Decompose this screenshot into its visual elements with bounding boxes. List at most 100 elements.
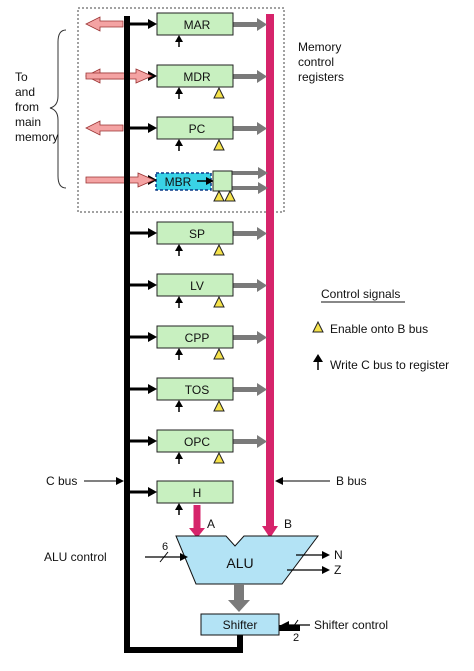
mbr-extension: [212, 170, 233, 192]
c-bus-layer: [85, 16, 157, 497]
register-label-cpp: CPP: [185, 331, 210, 345]
c-bus-tap-head-opc: [148, 436, 157, 446]
alu-to-shifter-head: [228, 600, 250, 612]
mbr-to-b-bus-head-2: [258, 182, 268, 194]
register-to-b-bus-mdr: [233, 74, 259, 79]
write-arrow-head-opc: [175, 452, 183, 459]
register-label-mar: MAR: [184, 18, 211, 32]
alu-shape: [175, 535, 319, 585]
shifter-label: Shifter: [223, 618, 258, 632]
alu-control-slash: [159, 551, 169, 563]
c-bus-tap-head-sp: [148, 228, 157, 238]
svg-text:registers: registers: [298, 70, 344, 84]
mbr-box: [155, 172, 212, 191]
svg-text:Memory: Memory: [298, 40, 341, 54]
register-label-sp: SP: [189, 227, 205, 241]
write-arrow-head-mdr: [175, 87, 183, 94]
register-mar: MAR: [156, 12, 234, 36]
flag-z-label: Z: [334, 563, 341, 577]
register-to-b-bus-head-mar: [257, 18, 267, 31]
register-to-b-bus-head-opc: [257, 435, 267, 448]
mbr-to-b-bus-arrow-1: [232, 171, 260, 175]
register-to-b-bus-head-pc: [257, 122, 267, 135]
svg-text:main: main: [15, 115, 41, 129]
enable-triangle-mdr: [213, 86, 225, 99]
enable-triangle-cpp: [213, 347, 225, 360]
memory-in-arrow-mbr: [85, 172, 155, 188]
register-to-b-bus-opc: [233, 439, 259, 444]
register-label-opc: OPC: [184, 435, 210, 449]
shifter-control-label: Shifter control: [314, 618, 388, 632]
write-arrow-head-lv: [175, 296, 183, 303]
write-arrow-head-pc: [175, 139, 183, 146]
register-to-b-bus-mar: [233, 22, 259, 27]
register-tos: TOS: [156, 377, 234, 401]
register-to-b-bus-head-cpp: [257, 331, 267, 344]
h-to-alu-a-head: [189, 528, 205, 538]
memory-control-label: Memory control registers: [298, 40, 344, 84]
register-to-b-bus-cpp: [233, 335, 259, 340]
register-cpp: CPP: [156, 325, 234, 349]
register-label-mdr: MDR: [183, 70, 211, 84]
c-bus-tap-head-tos: [148, 384, 157, 394]
c-bus-tap-head-lv: [148, 280, 157, 290]
to-from-memory-label: To and from main memory: [15, 70, 58, 144]
register-to-b-bus-head-tos: [257, 383, 267, 396]
alu-to-shifter-arrow: [234, 584, 244, 602]
register-label-tos: TOS: [185, 383, 209, 397]
write-arrow-head-cpp: [175, 348, 183, 355]
alu-input-a-label: A: [207, 517, 215, 531]
enable-triangle-tos: [213, 399, 225, 412]
write-legend-label: Write C bus to register: [330, 358, 449, 372]
write-arrow-head-sp: [175, 244, 183, 251]
shifter-control-slash: [290, 619, 299, 631]
mbr-to-b-bus-head-1: [258, 167, 268, 179]
register-label-lv: LV: [190, 279, 204, 293]
mbr-to-b-bus-arrow-2: [232, 186, 260, 190]
register-opc: OPC: [156, 429, 234, 453]
write-arrow-head-h: [175, 503, 183, 510]
svg-text:To: To: [15, 70, 28, 84]
register-to-b-bus-head-lv: [257, 279, 267, 292]
c-bus-tap-head-mar: [148, 19, 157, 29]
enable-triangle-lv: [213, 295, 225, 308]
svg-text:memory: memory: [15, 130, 58, 144]
register-label-mbr: MBR: [165, 175, 192, 189]
svg-text:and: and: [15, 85, 35, 99]
shifter-box: [200, 613, 280, 636]
memory-brace: [49, 29, 67, 189]
registers-layer: MAR MDR PC MBR SP LV CPP TOS OPC H: [155, 12, 234, 504]
register-to-b-bus-pc: [233, 126, 259, 131]
enable-triangle-mbr-2: [224, 189, 236, 202]
enable-legend-triangle: [312, 320, 324, 333]
enable-legend-label: Enable onto B bus: [330, 322, 428, 336]
alu-control-bits: 6: [162, 541, 168, 553]
b-bus-layer: [232, 14, 274, 528]
write-arrow-head-tos: [175, 400, 183, 407]
b-bus-line: [266, 14, 274, 528]
flag-n-label: N: [334, 548, 343, 562]
memory-in-arrow-mdr: [85, 68, 153, 84]
c-bus-tap-head-cpp: [148, 332, 157, 342]
control-signals-layer: [175, 35, 236, 515]
alu-input-b-label: B: [284, 517, 292, 531]
shifter-control-bits: 2: [293, 632, 299, 644]
write-arrow-head-mar: [175, 35, 183, 42]
svg-text:control: control: [298, 55, 334, 69]
b-bus-label: B bus: [336, 474, 367, 488]
enable-triangle-opc: [213, 451, 225, 464]
alu-label: ALU: [226, 555, 253, 571]
register-lv: LV: [156, 273, 234, 297]
enable-triangle-mbr-1: [213, 189, 225, 202]
alu-control-label: ALU control: [44, 550, 107, 564]
register-to-b-bus-sp: [233, 231, 259, 236]
memory-out-arrow-mar: [85, 16, 124, 32]
register-h: H: [156, 480, 234, 504]
register-pc: PC: [156, 116, 234, 140]
b-bus-to-alu-head: [262, 526, 278, 538]
register-to-b-bus-tos: [233, 387, 259, 392]
control-signals-legend: Control signals Enable onto B bus Write …: [312, 287, 449, 372]
register-to-b-bus-head-sp: [257, 227, 267, 240]
register-to-b-bus-lv: [233, 283, 259, 288]
